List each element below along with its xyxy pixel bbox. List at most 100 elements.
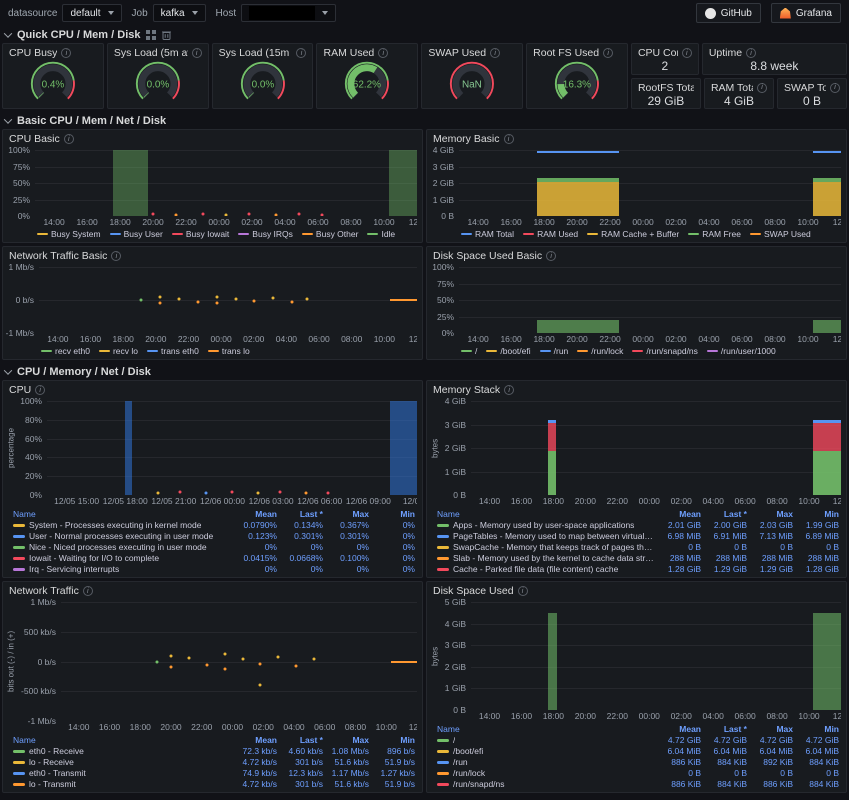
legend-col-name[interactable]: Name — [13, 508, 36, 519]
legend-col-header[interactable]: Mean — [679, 508, 701, 519]
legend-series-name[interactable]: lo - Receive — [13, 757, 231, 768]
legend-series-name[interactable]: / — [437, 735, 655, 746]
row-grid-icon[interactable] — [146, 29, 157, 40]
legend-series-name[interactable]: SwapCache - Memory that keeps track of p… — [437, 542, 655, 553]
job-select[interactable]: kafka — [152, 4, 206, 22]
legend-item[interactable]: Busy Other — [301, 229, 358, 239]
legend-col-name[interactable]: Name — [437, 723, 460, 734]
legend-item[interactable]: RAM Used — [523, 229, 578, 239]
panel-header[interactable]: Uptime — [703, 44, 846, 59]
panel-header[interactable]: Root FS Used — [527, 44, 627, 59]
legend-series-name[interactable]: Slab - Memory used by the kernel to cach… — [437, 553, 655, 564]
legend-series-name[interactable]: eth0 - Receive — [13, 746, 231, 757]
legend-series-name[interactable]: eth0 - Transmit — [13, 768, 231, 779]
grafana-link[interactable]: Grafana — [770, 3, 841, 23]
legend-col-header[interactable]: Min — [824, 508, 839, 519]
legend-col-header[interactable]: Min — [400, 508, 415, 519]
plot-canvas[interactable] — [61, 602, 417, 721]
legend-series-name[interactable]: /boot/efi — [437, 746, 655, 757]
host-select[interactable] — [241, 4, 337, 22]
legend-col-header[interactable]: Mean — [255, 508, 277, 519]
panel-header[interactable]: Network Traffic — [3, 582, 422, 597]
legend-item[interactable]: Idle — [367, 229, 395, 239]
panel-header[interactable]: RAM Used — [317, 44, 417, 59]
legend-series-name[interactable]: PageTables - Memory used to map between … — [437, 531, 655, 542]
panel-header[interactable]: Network Traffic Basic — [3, 247, 422, 262]
legend-item[interactable]: Busy System — [37, 229, 101, 239]
legend-item[interactable]: Busy User — [109, 229, 163, 239]
github-link[interactable]: GitHub — [695, 3, 761, 23]
legend-item[interactable]: /run — [539, 346, 568, 356]
row-delete-icon[interactable] — [162, 30, 172, 40]
legend-item[interactable]: /run/lock — [577, 346, 623, 356]
legend-item[interactable]: trans lo — [207, 346, 250, 356]
datasource-select[interactable]: default — [62, 4, 122, 22]
legend-value: 74.9 kb/s — [242, 768, 278, 778]
legend-series-name[interactable]: System - Processes executing in kernel m… — [13, 520, 231, 531]
legend-col-header[interactable]: Mean — [679, 723, 701, 734]
panel-header[interactable]: Disk Space Used Basic — [427, 247, 846, 262]
panel-header[interactable]: Sys Load (5m avg) — [108, 44, 208, 59]
legend-series-name[interactable]: /run/snapd/ns — [437, 779, 655, 790]
legend-item[interactable]: /boot/efi — [486, 346, 531, 356]
plot-canvas[interactable] — [471, 602, 841, 710]
plot-canvas[interactable] — [459, 150, 841, 216]
legend-item[interactable]: recv lo — [98, 346, 138, 356]
legend-series-name[interactable]: Apps - Memory used by user-space applica… — [437, 520, 655, 531]
legend-series-name[interactable]: /run — [437, 757, 655, 768]
legend-item[interactable]: Busy IRQs — [238, 229, 293, 239]
panel-header[interactable]: SWAP Used — [422, 44, 522, 59]
panel-header[interactable]: CPU Cores — [632, 44, 698, 59]
legend-col-header[interactable]: Mean — [255, 734, 277, 745]
legend-item[interactable]: /run/snapd/ns — [632, 346, 698, 356]
legend-series-name[interactable]: Iowait - Waiting for I/O to complete — [13, 553, 231, 564]
gauge-value: 62.2% — [353, 80, 381, 91]
legend-col-header[interactable]: Last * — [299, 508, 323, 519]
row-cpu-memory-net-disk[interactable]: CPU / Memory / Net / Disk — [0, 363, 849, 380]
legend-item[interactable]: RAM Free — [688, 229, 741, 239]
legend-col-header[interactable]: Last * — [299, 734, 323, 745]
legend-item[interactable]: SWAP Used — [749, 229, 811, 239]
plot-canvas[interactable] — [471, 401, 841, 495]
legend-series-name[interactable]: User - Normal processes executing in use… — [13, 531, 231, 542]
legend-item[interactable]: RAM Cache + Buffer — [587, 229, 679, 239]
legend-col-header[interactable]: Max — [776, 723, 793, 734]
panel-header[interactable]: Sys Load (15m avg) — [213, 44, 313, 59]
legend-col-header[interactable]: Min — [824, 723, 839, 734]
legend-item[interactable]: /run/user/1000 — [706, 346, 776, 356]
legend-col-header[interactable]: Min — [400, 734, 415, 745]
panel-header[interactable]: CPU Basic — [3, 130, 422, 145]
legend-item[interactable]: RAM Total — [461, 229, 514, 239]
panel-header[interactable]: Disk Space Used — [427, 582, 846, 597]
legend-item[interactable]: trans eth0 — [147, 346, 199, 356]
legend-col-header[interactable]: Last * — [723, 723, 747, 734]
legend-col-header[interactable]: Max — [776, 508, 793, 519]
panel-header[interactable]: Memory Basic — [427, 130, 846, 145]
legend-col-header[interactable]: Last * — [723, 508, 747, 519]
panel-header[interactable]: RAM Total — [705, 79, 773, 94]
legend-item[interactable]: / — [461, 346, 477, 356]
plot-canvas[interactable] — [459, 267, 841, 333]
legend-series-name[interactable]: /run/lock — [437, 768, 655, 779]
panel-header[interactable]: CPU Busy — [3, 44, 103, 59]
plot-canvas[interactable] — [35, 150, 417, 216]
legend-series-name[interactable]: Nice - Niced processes executing in user… — [13, 542, 231, 553]
legend-col-header[interactable]: Max — [352, 734, 369, 745]
row-quick-cpu-mem-disk[interactable]: Quick CPU / Mem / Disk — [0, 26, 849, 43]
legend-series-name[interactable]: lo - Transmit — [13, 779, 231, 790]
plot-canvas[interactable] — [39, 267, 417, 333]
legend-series-name[interactable]: Irq - Servicing interrupts — [13, 564, 231, 575]
legend-col-name[interactable]: Name — [13, 734, 36, 745]
legend-item[interactable]: Busy Iowait — [171, 229, 229, 239]
panel-header[interactable]: CPU — [3, 381, 422, 396]
panel-header[interactable]: SWAP Total — [778, 79, 846, 94]
legend-series-name[interactable]: Cache - Parked file data (file content) … — [437, 564, 655, 575]
legend-item[interactable]: recv eth0 — [41, 346, 90, 356]
data-point — [223, 667, 227, 671]
row-basic-cpu-mem-net-disk[interactable]: Basic CPU / Mem / Net / Disk — [0, 112, 849, 129]
panel-header[interactable]: RootFS Tota — [632, 79, 700, 94]
panel-header[interactable]: Memory Stack — [427, 381, 846, 396]
plot-canvas[interactable] — [47, 401, 417, 495]
legend-col-header[interactable]: Max — [352, 508, 369, 519]
legend-col-name[interactable]: Name — [437, 508, 460, 519]
